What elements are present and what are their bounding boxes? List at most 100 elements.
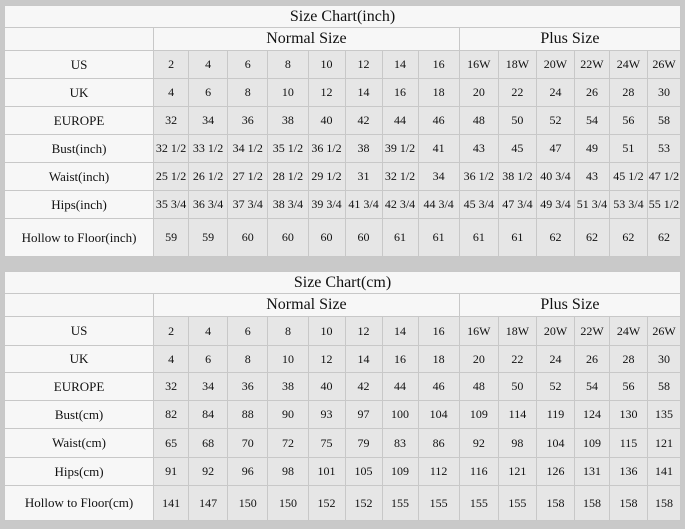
size-cell: 72: [267, 428, 309, 458]
row-label: EUROPE: [3, 372, 155, 401]
table-row: Hips(inch) 35 3/4 36 3/4 37 3/4 38 3/4 39 3/4…: [3, 190, 682, 219]
size-cell: 35 3/4: [153, 190, 190, 219]
size-cell: 158: [608, 485, 649, 521]
size-cell: 34: [188, 372, 229, 401]
size-cell: 36 1/2: [307, 134, 346, 163]
size-cell: 4: [153, 78, 190, 107]
size-cell: 60: [344, 218, 383, 257]
size-cell: 121: [647, 428, 681, 458]
size-cell: 115: [608, 428, 649, 458]
size-cell: 58: [647, 372, 681, 401]
size-cell: 61: [417, 218, 460, 257]
size-cell: 37 3/4: [227, 190, 269, 219]
size-cell: 30: [647, 345, 681, 373]
size-cell: 104: [417, 400, 460, 429]
table-row: Hollow to Floor(cm) 141 147 150 150 152 152 155…: [3, 485, 681, 521]
size-cell: 147: [188, 485, 229, 521]
size-cell: 90: [267, 400, 309, 429]
size-cell: 26 1/2: [188, 162, 229, 191]
size-cell: 88: [227, 400, 269, 429]
row-label: US: [3, 316, 155, 346]
size-cell: 8: [267, 50, 309, 79]
size-cell: 61: [381, 218, 419, 257]
size-cell: 12: [307, 345, 346, 373]
row-label: Waist(inch): [3, 162, 155, 191]
size-cell: 6: [188, 78, 229, 107]
table-row: Bust(cm) 82 84 88 90 93 97 100 104 109 114 119 124 13…: [3, 400, 681, 429]
size-cell: 22: [497, 78, 537, 107]
size-cell: 38 1/2: [497, 162, 537, 191]
size-cell: 52: [535, 106, 576, 135]
size-cell: 25 1/2: [153, 162, 190, 191]
size-cell: 98: [497, 428, 537, 458]
size-chart-cm: Size Chart(cm) Normal Size Plus Size US 2 4 6 8…: [3, 271, 682, 521]
row-label: EUROPE: [3, 106, 155, 135]
size-cell: 10: [267, 78, 309, 107]
size-cell: 47: [535, 134, 576, 163]
size-cell: 32: [153, 372, 190, 401]
size-cell: 40: [307, 372, 346, 401]
size-cell: 20W: [535, 316, 576, 346]
size-cell: 24: [535, 78, 576, 107]
size-cell: 20: [458, 345, 499, 373]
size-cell: 26: [574, 78, 610, 107]
size-cell: 96: [227, 457, 269, 486]
size-cell: 42: [344, 106, 383, 135]
size-cell: 36: [227, 106, 269, 135]
size-cell: 26W: [646, 50, 682, 79]
size-cell: 86: [417, 428, 460, 458]
corner-cell: [3, 293, 155, 317]
size-cell: 70: [227, 428, 269, 458]
size-cell: 16W: [458, 316, 499, 346]
size-cell: 12: [307, 78, 346, 107]
size-cell: 6: [188, 345, 229, 373]
size-cell: 22W: [574, 316, 610, 346]
size-cell: 105: [344, 457, 383, 486]
size-cell: 56: [608, 372, 649, 401]
corner-cell: [3, 27, 155, 51]
size-cell: 84: [188, 400, 229, 429]
size-cell: 24W: [608, 316, 649, 346]
size-cell: 109: [458, 400, 499, 429]
table-row: Hollow to Floor(inch) 59 59 60 60 60 60 61 61 61 6…: [3, 218, 682, 257]
size-cell: 45: [497, 134, 537, 163]
size-cell: 34: [417, 162, 460, 191]
size-cell: 62: [646, 218, 682, 257]
size-cell: 34 1/2: [227, 134, 269, 163]
size-cell: 32 1/2: [153, 134, 190, 163]
size-cell: 104: [535, 428, 576, 458]
size-cell: 155: [417, 485, 460, 521]
row-label: Hollow to Floor(cm): [3, 485, 155, 521]
size-cell: 28: [608, 345, 649, 373]
size-cell: 92: [458, 428, 499, 458]
size-cell: 18W: [497, 316, 537, 346]
size-cell: 8: [227, 78, 269, 107]
size-cell: 158: [574, 485, 610, 521]
size-cell: 33 1/2: [188, 134, 229, 163]
size-cell: 60: [227, 218, 269, 257]
size-cell: 82: [153, 400, 190, 429]
size-cell: 27 1/2: [227, 162, 269, 191]
size-cell: 16W: [458, 50, 499, 79]
size-cell: 20W: [535, 50, 576, 79]
table-row: EUROPE 32 34 36 38 40 42 44 46 48 50 52 54 56 58: [3, 106, 682, 135]
size-cell: 41: [417, 134, 460, 163]
size-cell: 61: [497, 218, 537, 257]
size-cell: 97: [344, 400, 383, 429]
size-cell: 10: [267, 345, 309, 373]
size-cell: 150: [267, 485, 309, 521]
size-cell: 98: [267, 457, 309, 486]
table-row: US 2 4 6 8 10 12 14 16 16W 18W 20W 22W 24W 26W: [3, 316, 681, 346]
row-label: Bust(cm): [3, 400, 155, 429]
size-cell: 50: [497, 372, 537, 401]
size-cell: 79: [344, 428, 383, 458]
size-cell: 121: [497, 457, 537, 486]
size-cell: 4: [188, 316, 229, 346]
size-cell: 152: [344, 485, 383, 521]
size-cell: 60: [267, 218, 309, 257]
size-cell: 53 3/4: [608, 190, 648, 219]
row-label: Bust(inch): [3, 134, 155, 163]
size-cell: 22: [497, 345, 537, 373]
size-cell: 45 1/2: [608, 162, 648, 191]
group-header-plus: Plus Size: [458, 293, 682, 317]
